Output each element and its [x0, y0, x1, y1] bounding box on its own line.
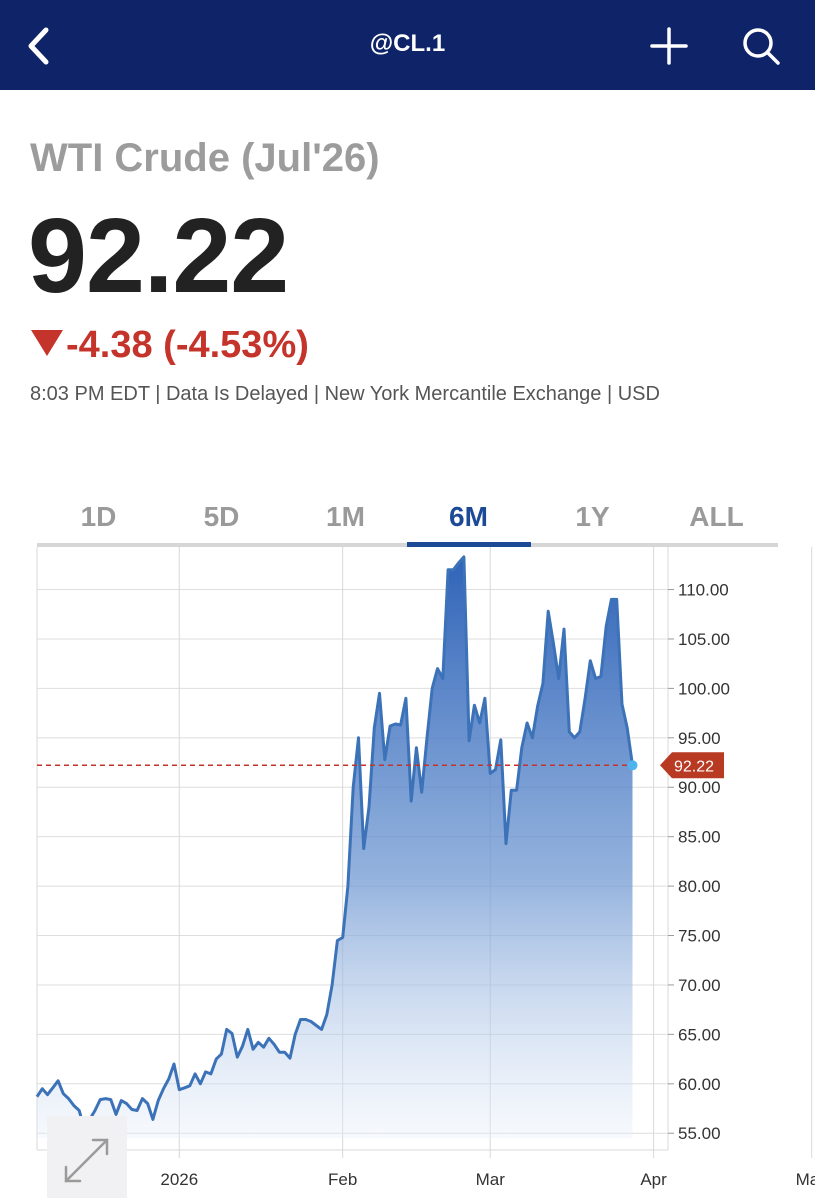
- tab-1m[interactable]: 1M: [326, 501, 365, 532]
- active-tab-indicator: [407, 542, 531, 547]
- price-chart[interactable]: 110.00 105.00 100.00 95.00 90.00 85.00 80.00 75…: [0, 547, 815, 1200]
- y-tick-label: 75.00: [678, 927, 721, 946]
- y-tick-label: 65.00: [678, 1025, 721, 1044]
- x-tick-label: 2026: [160, 1170, 198, 1189]
- top-app-bar: @CL.1: [0, 0, 815, 90]
- plus-icon: [650, 27, 688, 65]
- y-tick-label: 85.00: [678, 828, 721, 847]
- last-price-badge-label: 92.22: [674, 758, 714, 775]
- search-button[interactable]: [736, 20, 786, 70]
- range-tabs: 1D 5D 1M 6M 1Y ALL: [37, 495, 778, 547]
- last-point-marker: [627, 760, 638, 771]
- search-icon: [743, 28, 780, 65]
- back-button[interactable]: [14, 20, 64, 70]
- y-tick-label: 105.00: [678, 630, 730, 649]
- y-tick-label: 55.00: [678, 1124, 721, 1143]
- y-tick-label: 80.00: [678, 877, 721, 896]
- x-tick-label: May: [796, 1170, 815, 1189]
- price-change: -4.38 (-4.53%): [30, 324, 309, 367]
- expand-chart-button[interactable]: [47, 1116, 127, 1198]
- y-tick-label: 70.00: [678, 976, 721, 995]
- tab-6m[interactable]: 6M: [449, 501, 488, 532]
- price-area: [37, 556, 633, 1138]
- x-tick-label: Apr: [640, 1170, 667, 1189]
- y-tick-label: 95.00: [678, 729, 721, 748]
- y-tick-label: 90.00: [678, 778, 721, 797]
- tab-5d[interactable]: 5D: [203, 501, 240, 532]
- expand-icon: [64, 1138, 109, 1183]
- price-line: [35, 555, 634, 1131]
- instrument-name: WTI Crude (Jul'26): [30, 136, 380, 180]
- y-tick-label: 110.00: [678, 581, 729, 600]
- tab-1d[interactable]: 1D: [80, 501, 117, 532]
- symbol-title: @CL.1: [369, 30, 446, 57]
- x-tick-label: Mar: [476, 1170, 506, 1189]
- x-tick-label: Feb: [328, 1170, 357, 1189]
- chevron-left-icon: [28, 27, 49, 65]
- last-price: 92.22: [28, 197, 289, 315]
- tab-1y[interactable]: 1Y: [575, 501, 610, 532]
- quote-meta: 8:03 PM EDT | Data Is Delayed | New York…: [30, 383, 660, 405]
- last-price-badge: 92.22: [660, 752, 724, 779]
- y-tick-label: 60.00: [678, 1075, 721, 1094]
- down-triangle-icon: [31, 329, 63, 356]
- add-to-watchlist-button[interactable]: [644, 20, 694, 70]
- price-change-value: -4.38 (-4.53%): [66, 324, 309, 366]
- tab-all[interactable]: ALL: [689, 501, 744, 532]
- y-tick-label: 100.00: [678, 679, 730, 698]
